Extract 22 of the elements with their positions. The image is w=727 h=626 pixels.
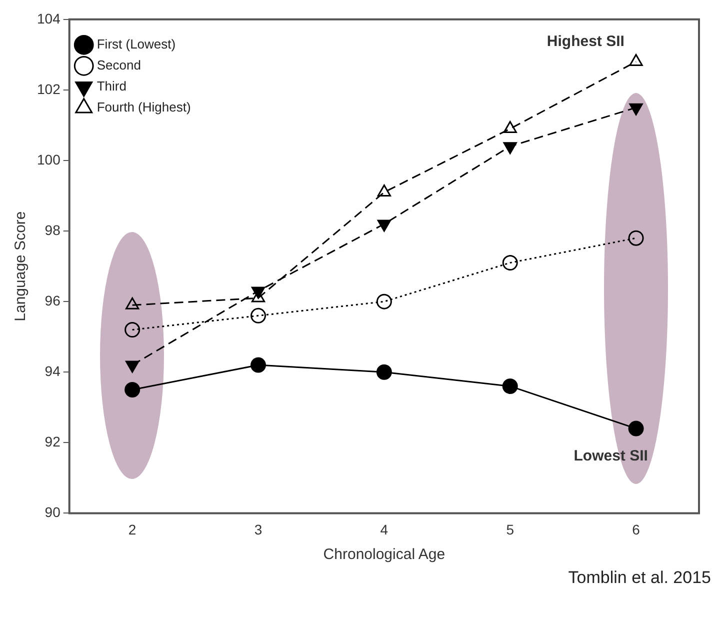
annotation: Lowest SII <box>574 448 648 465</box>
x-tick-label: 6 <box>632 521 640 538</box>
y-tick-label: 102 <box>37 80 61 97</box>
x-tick-label: 2 <box>128 521 136 538</box>
legend-label: Fourth (Highest) <box>96 99 191 114</box>
y-tick-label: 90 <box>44 504 61 520</box>
x-tick-label: 4 <box>380 521 388 538</box>
y-tick-label: 104 <box>37 10 61 26</box>
legend-label: First (Lowest) <box>96 36 176 52</box>
x-tick-label: 3 <box>254 521 262 538</box>
text: Tomblin et al. 2015 <box>567 568 712 588</box>
x-tick-label: 5 <box>506 521 514 538</box>
y-axis-title: Language Score <box>12 211 30 322</box>
y-tick-label: 92 <box>44 434 61 450</box>
annotation: Highest SII <box>546 32 624 50</box>
legend-label: Second <box>96 57 141 72</box>
y-tick-label: 98 <box>44 222 61 238</box>
y-tick-label: 94 <box>44 362 61 379</box>
y-tick-label: 100 <box>37 151 61 168</box>
legend-label: Third <box>96 78 126 94</box>
y-tick-label: 96 <box>44 292 61 308</box>
x-axis-title: Chronological Age <box>323 546 446 564</box>
